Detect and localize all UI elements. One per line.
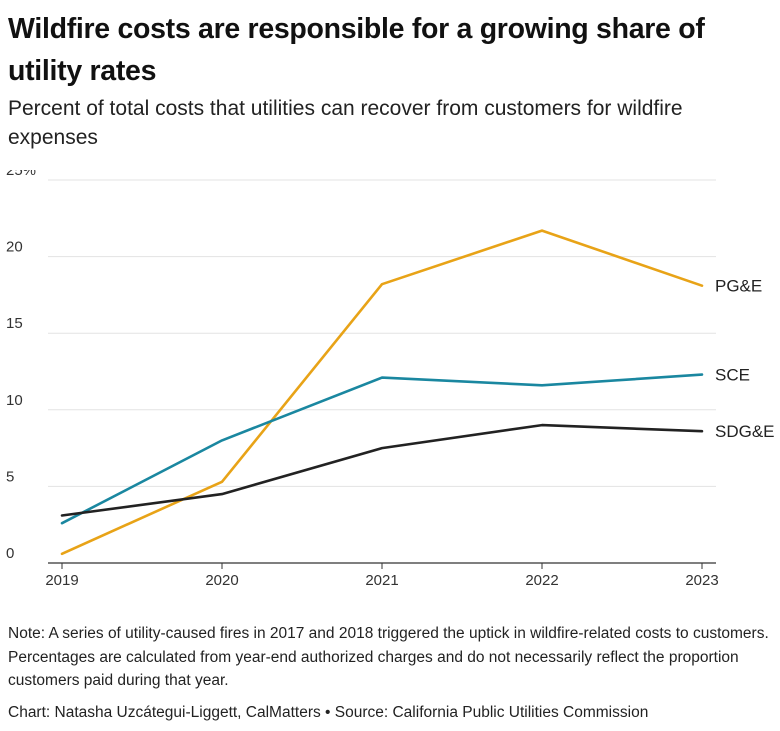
series-label-pge: PG&E	[715, 277, 762, 296]
y-tick-label: 0	[6, 545, 14, 562]
series-lines	[60, 229, 704, 556]
line-chart: 0 5 10 15 20 25% 2019 2020 2021 2022 2023 PG&E SCE…	[6, 170, 775, 589]
series-line-sce	[60, 373, 704, 525]
chart-title: Wildfire costs are responsible for a gro…	[8, 13, 705, 87]
x-tick-label: 2021	[365, 572, 398, 589]
y-tick-label: 5	[6, 468, 14, 485]
x-tick-label: 2019	[45, 572, 78, 589]
series-label-sce: SCE	[715, 366, 750, 385]
chart-subtitle: Percent of total costs that utilities ca…	[8, 97, 683, 149]
x-axis: 2019 2020 2021 2022 2023	[45, 563, 719, 589]
y-tick-label: 20	[6, 239, 23, 256]
y-tick-label: 15	[6, 315, 23, 332]
series-line-pge	[60, 229, 704, 556]
x-tick-label: 2020	[205, 572, 238, 589]
series-label-sdge: SDG&E	[715, 422, 775, 441]
gridlines: 0 5 10 15 20 25%	[6, 170, 716, 564]
series-labels: PG&E SCE SDG&E	[715, 277, 775, 442]
x-tick-label: 2022	[525, 572, 558, 589]
chart-note: Note: A series of utility-caused fires i…	[8, 625, 769, 689]
x-tick-label: 2023	[685, 572, 718, 589]
y-tick-label: 10	[6, 392, 23, 409]
chart-credit: Chart: Natasha Uzcátegui-Liggett, CalMat…	[8, 704, 649, 721]
series-line-sdge	[60, 423, 704, 517]
y-tick-label: 25%	[6, 170, 36, 179]
